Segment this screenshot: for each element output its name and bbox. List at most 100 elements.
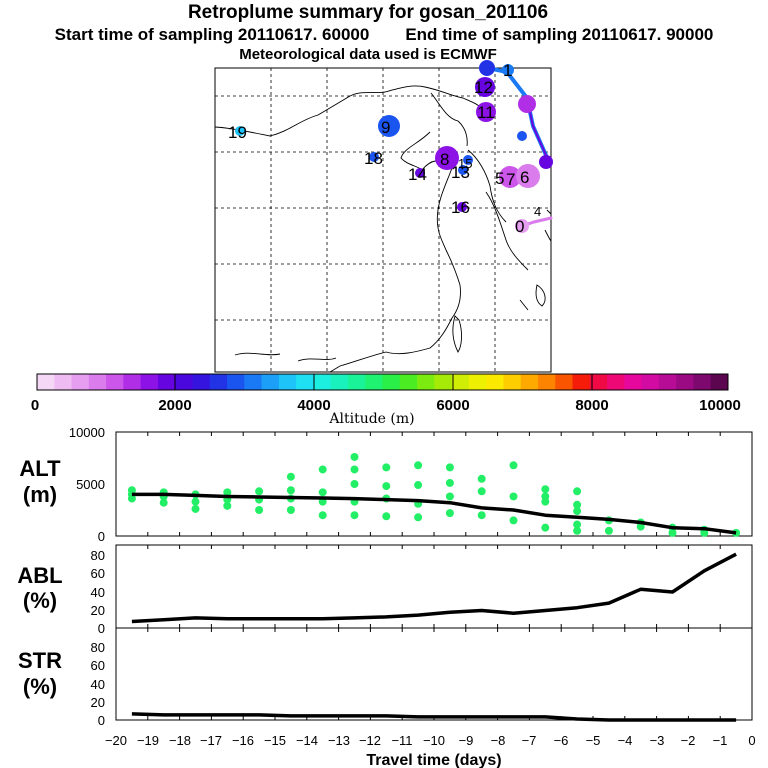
colorbar-swatch xyxy=(572,374,591,390)
map-label-15: 15 xyxy=(458,156,472,171)
colorbar-swatch xyxy=(244,374,263,390)
xtick-label: −10 xyxy=(423,733,445,748)
colorbar-swatch xyxy=(624,374,643,390)
alt-scatter-point xyxy=(191,497,200,506)
alt-scatter-point xyxy=(286,506,295,514)
colorbar-swatch xyxy=(192,374,211,390)
xtick-label: −16 xyxy=(232,733,254,748)
alt-scatter-point xyxy=(541,485,550,494)
alt-scatter-point xyxy=(382,482,391,491)
alt-scatter-point xyxy=(668,528,677,537)
map-label-9: 9 xyxy=(381,118,390,137)
alt-scatter-point xyxy=(127,494,136,503)
alt-scatter-point xyxy=(445,478,454,487)
colorbar-swatch xyxy=(382,374,401,390)
colorbar-frame xyxy=(36,373,729,391)
alt-scatter-point xyxy=(445,509,454,518)
alt-scatter-point xyxy=(509,461,518,470)
alt-scatter-point xyxy=(573,500,582,509)
alt-scatter-point xyxy=(573,526,582,535)
alt-scatter-point xyxy=(223,488,232,497)
x-tick-labels: −20 −19 −18 −17 −16 −15 −14 −13 −12 −11 … xyxy=(105,733,756,748)
abl-ytick-40: 40 xyxy=(91,585,105,600)
xtick-label: −13 xyxy=(328,733,350,748)
colorbar-swatch xyxy=(520,374,539,390)
alt-scatter-point xyxy=(477,474,486,483)
alt-scatter-point xyxy=(445,463,454,472)
xtick-label: −7 xyxy=(522,733,537,748)
alt-scatter-point xyxy=(191,504,200,513)
alt-frame xyxy=(115,431,753,537)
alt-scatter-point xyxy=(509,492,518,501)
str-ytick-0: 0 xyxy=(98,713,105,728)
abl-ytick-80: 80 xyxy=(91,548,105,563)
abl-ytick-60: 60 xyxy=(91,566,105,581)
alt-label-line1: ALT xyxy=(19,456,61,481)
map-label-19: 19 xyxy=(228,123,247,142)
alt-scatter-point xyxy=(350,452,359,461)
alt-ytick-10000: 10000 xyxy=(69,425,105,440)
map-label-11: 11 xyxy=(477,103,495,122)
colorbar-swatch xyxy=(503,374,522,390)
colorbar-swatch xyxy=(693,374,712,390)
str-ytick-60: 60 xyxy=(91,658,105,673)
colorbar-swatch xyxy=(399,374,418,390)
colorbar-swatch xyxy=(54,374,73,390)
str-ytick-40: 40 xyxy=(91,677,105,692)
colorbar-swatch xyxy=(676,374,694,390)
alt-scatter-point xyxy=(445,492,454,501)
alt-scatter-point xyxy=(350,480,359,488)
map-label-13: 13 xyxy=(451,163,470,182)
abl-label-line1: ABL xyxy=(17,563,62,588)
colorbar-swatch xyxy=(658,374,677,390)
x-axis-title: Travel time (days) xyxy=(366,752,501,768)
alt-scatter-point xyxy=(159,498,168,507)
map-label-group: 19 9 18 14 8 13 15 16 12 11 5 6 7 4 0 1 xyxy=(228,61,541,236)
map-label-1: 1 xyxy=(503,61,512,80)
panel-labels: ALT (m) ABL (%) STR (%) xyxy=(17,456,62,699)
colorbar-ticks: 0 2000 4000 6000 8000 10000 xyxy=(31,397,741,414)
colorbar-swatch xyxy=(417,374,435,390)
alt-scatter-point xyxy=(604,526,613,535)
alt-scatter-point xyxy=(573,520,582,529)
colorbar-swatch xyxy=(607,374,625,390)
chart-series xyxy=(127,452,741,722)
alt-scatter-point xyxy=(318,488,327,497)
colorbar-swatch xyxy=(175,374,193,390)
colorbar-swatch xyxy=(589,374,608,390)
map-label-0: 0 xyxy=(515,217,524,236)
colorbar-swatch xyxy=(261,374,280,390)
colorbar-swatch xyxy=(140,374,159,390)
xtick-label: −4 xyxy=(618,733,633,748)
xtick-label: −9 xyxy=(459,733,474,748)
colorbar-swatch xyxy=(434,374,453,390)
alt-scatter-point xyxy=(414,513,423,522)
colorbar-swatch xyxy=(88,374,107,390)
xtick-label: −20 xyxy=(105,733,127,748)
colorbar-swatch xyxy=(123,374,142,390)
alt-scatter-point xyxy=(636,522,645,531)
colorbar-tick-2000: 2000 xyxy=(158,397,191,414)
coastlines xyxy=(214,85,552,373)
xtick-label: −11 xyxy=(391,733,412,748)
colorbar-swatch xyxy=(468,374,487,390)
str-label-line1: STR xyxy=(18,648,62,673)
colorbar-tick-0: 0 xyxy=(31,397,39,414)
colorbar-swatch xyxy=(278,374,297,390)
map-label-7: 7 xyxy=(506,170,515,189)
xtick-label: −17 xyxy=(200,733,222,748)
xtick-label: −8 xyxy=(491,733,506,748)
map-label-5: 5 xyxy=(495,169,504,188)
str-frame xyxy=(115,627,753,721)
colorbar-swatch xyxy=(451,374,470,390)
map-label-4: 4 xyxy=(534,204,541,219)
abl-series-line xyxy=(131,552,737,624)
colorbar-tick-4000: 4000 xyxy=(297,397,330,414)
colorbar-swatch xyxy=(227,374,245,390)
map-label-12: 12 xyxy=(474,78,493,97)
abl-ytick-0: 0 xyxy=(98,621,105,636)
colorbar-swatch xyxy=(313,374,332,390)
alt-scatter-point xyxy=(414,461,423,470)
sampling-times: Start time of sampling 20110617. 60000 En… xyxy=(0,25,768,45)
colorbar-title: Altitude (m) xyxy=(328,411,414,427)
